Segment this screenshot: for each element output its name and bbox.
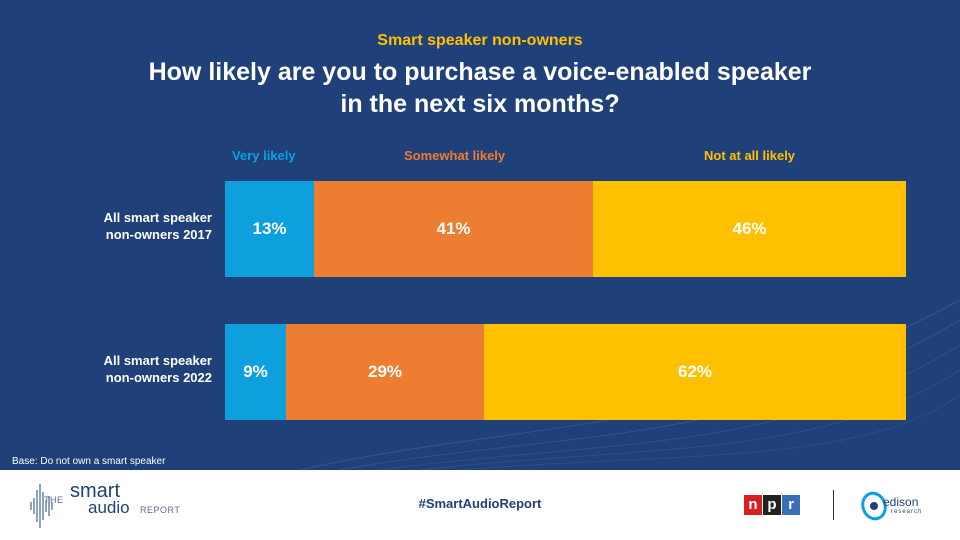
stacked-bar-1: 13% 41% 46%: [225, 181, 906, 277]
legend-item-1: Very likely: [232, 148, 296, 163]
data-label: 41%: [436, 219, 471, 238]
bar-segment: [225, 324, 286, 420]
bar-segment: [484, 324, 906, 420]
legend-item-2: Somewhat likely: [404, 148, 506, 163]
npr-logo-r: r: [782, 495, 800, 515]
edison-sub: research: [891, 509, 923, 515]
bar-segment: [314, 181, 593, 277]
base-note: Base: Do not own a smart speaker: [12, 456, 166, 467]
legend-item-3: Not at all likely: [704, 148, 796, 163]
bar-segment: [286, 324, 484, 420]
row-label-line: non-owners 2017: [105, 227, 212, 242]
npr-logo-p: p: [763, 495, 781, 515]
bar-segment: [225, 181, 314, 277]
data-label: 9%: [243, 362, 268, 381]
npr-logo-n: n: [744, 495, 762, 515]
row-label-line: non-owners 2022: [105, 370, 212, 385]
chart-title-line-1: How likely are you to purchase a voice-e…: [148, 58, 812, 86]
chart-subtitle: Smart speaker non-owners: [377, 32, 583, 49]
row-label-2: All smart speaker non-owners 2022: [40, 352, 212, 386]
data-label: 62%: [677, 362, 713, 381]
bar-segment: [593, 181, 906, 277]
chart-title: How likely are you to purchase a voice-e…: [100, 56, 860, 120]
stacked-bar-2: 9% 29% 62%: [225, 324, 906, 420]
hashtag: #SmartAudioReport: [418, 496, 542, 511]
footer: THE smart audio REPORT #SmartAudioReport…: [0, 470, 960, 540]
chart-title-line-2: in the next six months?: [340, 90, 620, 118]
npr-logo: n p r: [744, 495, 801, 515]
edison-logo-icon: [861, 491, 887, 521]
edison-name: edison: [883, 495, 919, 509]
brand-report: REPORT: [140, 505, 181, 515]
row-label-line: All smart speaker: [103, 353, 212, 368]
data-label: 46%: [732, 219, 767, 238]
brand-smart: smart: [70, 480, 120, 502]
brand-the: THE: [44, 495, 64, 505]
data-label: 29%: [367, 362, 403, 381]
brand-audio: audio: [88, 498, 130, 517]
soundwave-icon: [30, 484, 53, 528]
logo-divider: [833, 490, 834, 520]
row-label-1: All smart speaker non-owners 2017: [40, 209, 212, 243]
content-panel: Smart speaker non-owners How likely are …: [0, 0, 960, 470]
row-label-line: All smart speaker: [103, 210, 212, 225]
data-label: 13%: [252, 219, 287, 238]
